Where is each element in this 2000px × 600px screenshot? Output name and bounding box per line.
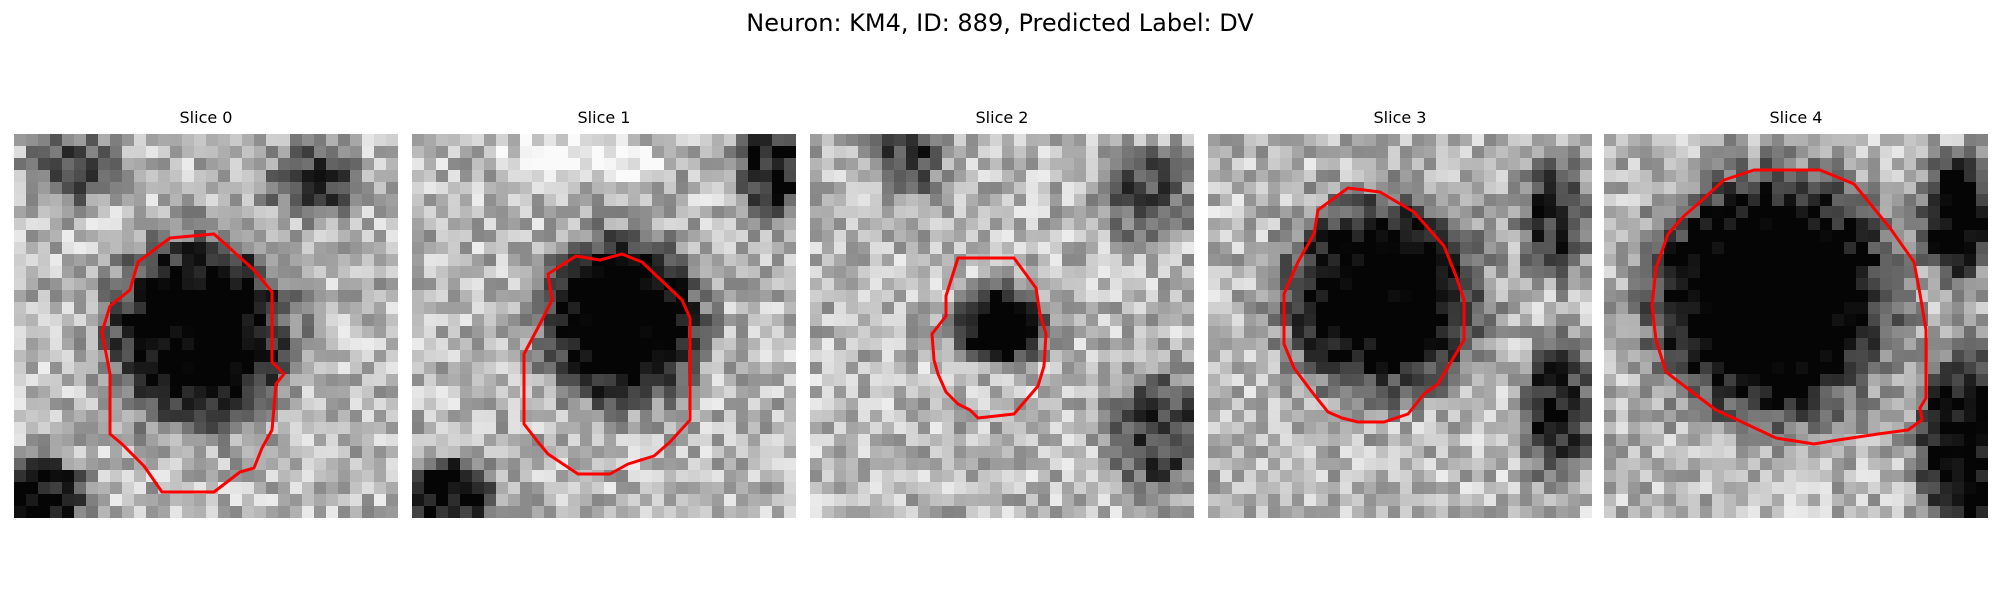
slice-panel-1: Slice 1 (412, 108, 796, 518)
neuron-outline (522, 252, 692, 476)
figure-title: Neuron: KM4, ID: 889, Predicted Label: D… (746, 9, 1254, 37)
slice-title: Slice 3 (1373, 108, 1427, 127)
slice-panel-3: Slice 3 (1208, 108, 1592, 518)
slice-panel-4: Slice 4 (1604, 108, 1988, 518)
microscopy-slice-image (1208, 134, 1592, 518)
neuron-outline (1650, 168, 1928, 446)
microscopy-slice-image (810, 134, 1194, 518)
neuron-outline (930, 256, 1048, 420)
microscopy-slice-image (412, 134, 796, 518)
slice-panel-2: Slice 2 (810, 108, 1194, 518)
slice-title: Slice 2 (975, 108, 1029, 127)
neuron-outline (1282, 186, 1466, 424)
slice-panel-0: Slice 0 (14, 108, 398, 518)
slice-title: Slice 0 (179, 108, 233, 127)
microscopy-slice-image (14, 134, 398, 518)
slice-title: Slice 4 (1769, 108, 1823, 127)
microscopy-slice-image (1604, 134, 1988, 518)
slice-title: Slice 1 (577, 108, 631, 127)
neuron-outline (100, 232, 286, 494)
